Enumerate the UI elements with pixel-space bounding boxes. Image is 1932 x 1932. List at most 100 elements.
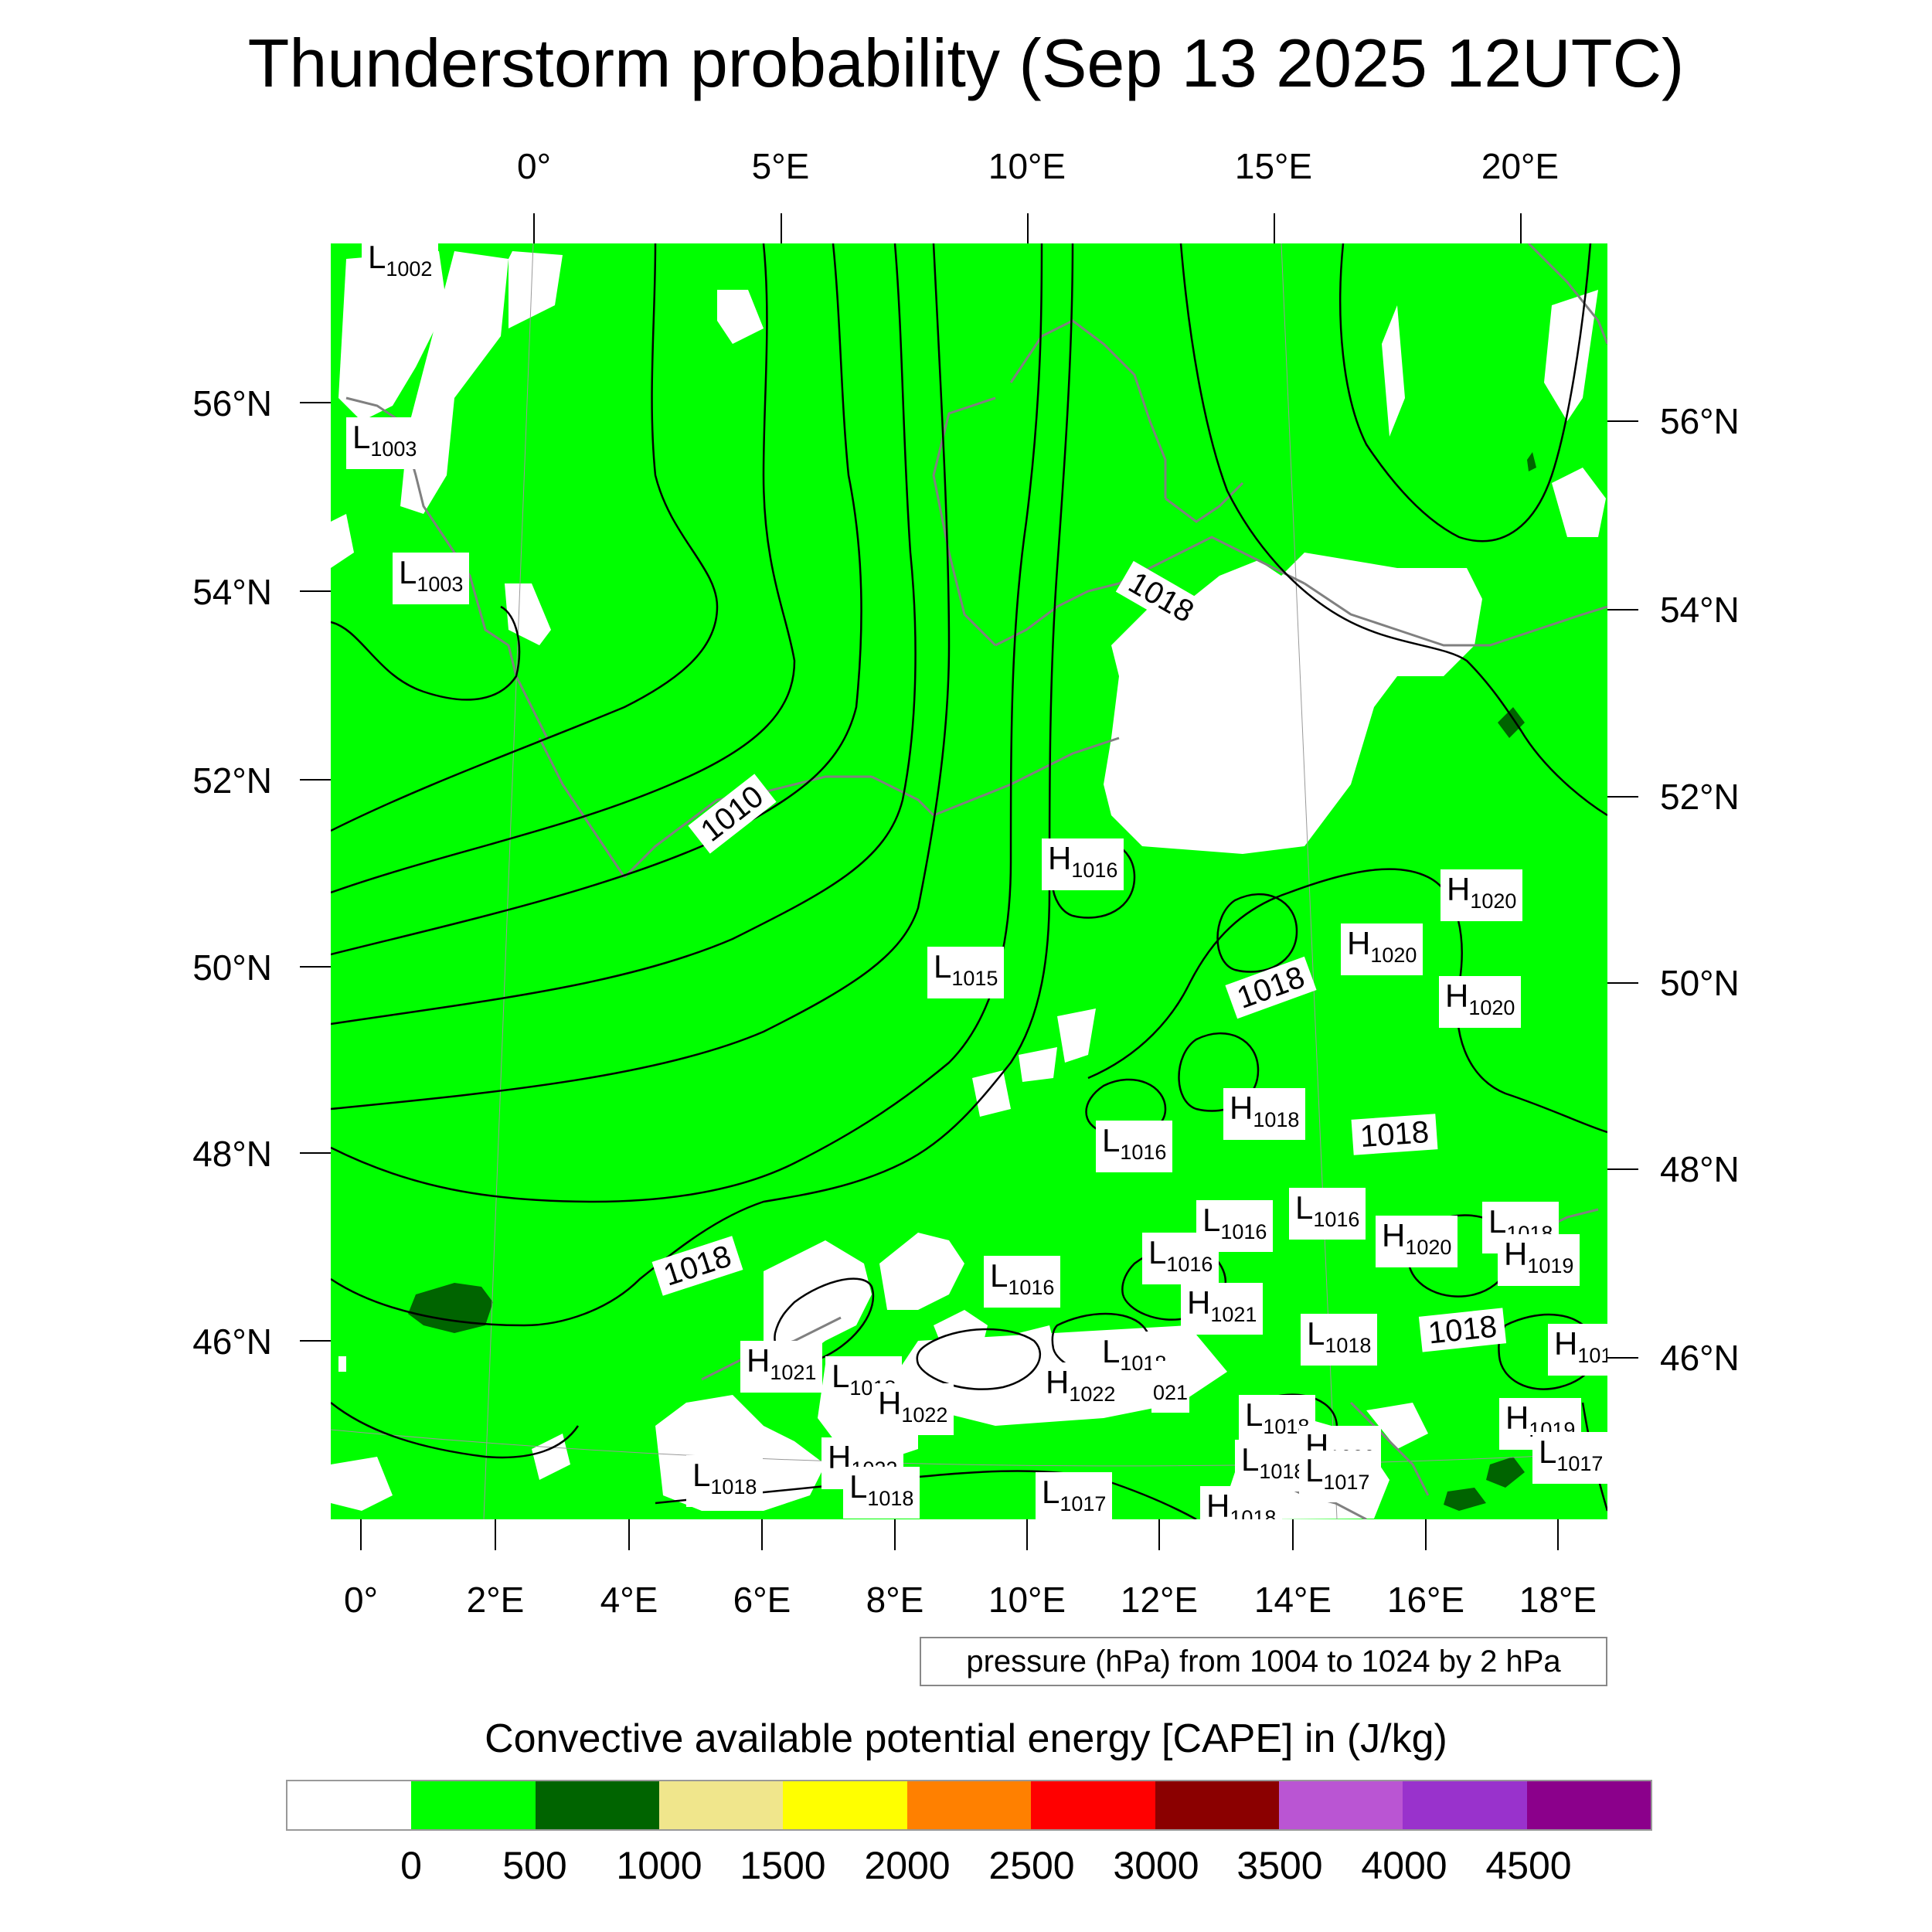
axis-tick bbox=[1607, 982, 1638, 984]
pressure-center-label: L1018 bbox=[1235, 1440, 1312, 1492]
cape-500-1000-areas bbox=[408, 452, 1536, 1511]
pressure-center-value: 1022 bbox=[901, 1403, 948, 1427]
pressure-center-value: 1016 bbox=[1120, 1141, 1167, 1164]
colorbar bbox=[286, 1780, 1652, 1831]
pressure-center-type: H bbox=[747, 1342, 770, 1379]
colorbar-label: 3000 bbox=[1113, 1844, 1199, 1887]
pressure-center-value: 1003 bbox=[417, 573, 464, 596]
pressure-center-value: 1021 bbox=[770, 1361, 817, 1384]
pressure-center-value: 1015 bbox=[951, 967, 998, 990]
axis-tick bbox=[300, 779, 331, 781]
pressure-center-type: L bbox=[1539, 1434, 1557, 1470]
pressure-center-type: L bbox=[1295, 1189, 1314, 1226]
pressure-center-label: H1020 bbox=[1376, 1216, 1458, 1267]
axis-tick bbox=[1607, 1357, 1638, 1359]
axis-tick bbox=[1026, 1519, 1028, 1550]
colorbar-segment bbox=[1031, 1781, 1155, 1829]
isobar-label: 1018 bbox=[1351, 1114, 1438, 1155]
axis-tick bbox=[781, 213, 782, 244]
top-lon-label: 0° bbox=[517, 146, 551, 186]
pressure-center-label: H1021 bbox=[740, 1341, 823, 1393]
colorbar-label: 4000 bbox=[1361, 1844, 1447, 1887]
pressure-center-value: 1020 bbox=[1405, 1236, 1452, 1259]
pressure-center-label: H1022 bbox=[1039, 1362, 1122, 1414]
top-lon-label: 20°E bbox=[1481, 146, 1560, 186]
pressure-center-label: H1022 bbox=[872, 1383, 954, 1435]
pressure-center-value: 1017 bbox=[1323, 1471, 1370, 1494]
colorbar-label: 1000 bbox=[616, 1844, 702, 1887]
cape-zero-areas bbox=[331, 251, 1606, 1519]
pressure-center-label: L1016 bbox=[984, 1256, 1061, 1308]
colorbar-title: Convective available potential energy [C… bbox=[485, 1716, 1447, 1761]
map-panel[interactable]: L1002 L1003 L1003 H1016 L1015 H1020 H102… bbox=[331, 243, 1607, 1519]
axis-tick bbox=[300, 1340, 331, 1342]
colorbar-segment bbox=[535, 1781, 660, 1829]
pressure-center-label: L1018 bbox=[1301, 1314, 1378, 1366]
pressure-center-label: H1020 bbox=[1439, 976, 1522, 1028]
pressure-center-value: 1020 bbox=[1370, 944, 1417, 967]
pressure-center-type: H bbox=[1554, 1325, 1578, 1362]
bottom-lon-label: 4°E bbox=[600, 1580, 658, 1620]
pressure-center-type: L bbox=[990, 1257, 1009, 1294]
pressure-center-value: 1017 bbox=[1556, 1452, 1604, 1475]
colorbar-segment bbox=[1155, 1781, 1279, 1829]
pressure-center-type: L bbox=[849, 1468, 868, 1505]
axis-tick bbox=[1557, 1519, 1559, 1550]
axis-tick bbox=[628, 1519, 630, 1550]
pressure-center-type: L bbox=[1148, 1234, 1167, 1270]
pressure-center-value: 1018 bbox=[1230, 1506, 1277, 1519]
pressure-center-label: L1016 bbox=[1289, 1188, 1366, 1240]
pressure-center-label: L1018 bbox=[686, 1455, 764, 1507]
pressure-center-label: L1016 bbox=[1096, 1121, 1173, 1172]
pressure-center-label: H1019 bbox=[1498, 1234, 1580, 1286]
top-lon-label: 10°E bbox=[988, 146, 1066, 186]
axis-tick bbox=[1292, 1519, 1294, 1550]
pressure-center-label: 021 bbox=[1151, 1361, 1190, 1413]
colorbar-label: 2000 bbox=[864, 1844, 951, 1887]
axis-tick bbox=[1607, 1168, 1638, 1170]
pressure-center-type: L bbox=[692, 1457, 711, 1493]
pressure-center-type: L bbox=[1488, 1203, 1507, 1240]
pressure-center-value: 1016 bbox=[1071, 859, 1118, 882]
right-lat-label: 54°N bbox=[1660, 590, 1740, 630]
bottom-lon-label: 0° bbox=[344, 1580, 378, 1620]
right-lat-label: 50°N bbox=[1660, 963, 1740, 1003]
axis-tick bbox=[1607, 420, 1638, 422]
pressure-center-label: L1003 bbox=[346, 417, 423, 469]
pressure-center-value: 1020 bbox=[1468, 996, 1515, 1019]
pressure-center-value: 1016 bbox=[1166, 1253, 1213, 1276]
pressure-center-value: 1018 bbox=[867, 1487, 914, 1510]
pressure-center-value: 1003 bbox=[370, 437, 417, 461]
pressure-center-type: L bbox=[1241, 1441, 1260, 1478]
pressure-center-value: 1018 bbox=[1253, 1108, 1300, 1131]
pressure-center-value: 1019 bbox=[1527, 1254, 1574, 1277]
pressure-center-type: L bbox=[1305, 1452, 1324, 1488]
pressure-center-label: L1015 bbox=[927, 947, 1005, 998]
pressure-center-type: H bbox=[878, 1385, 902, 1421]
axis-tick bbox=[495, 1519, 496, 1550]
pressure-center-label: H101 bbox=[1548, 1324, 1607, 1376]
pressure-center-label: L1018 bbox=[825, 1356, 903, 1408]
pressure-center-value: 1016 bbox=[1220, 1220, 1267, 1243]
pressure-center-type: L bbox=[1102, 1122, 1121, 1158]
right-lat-label: 46°N bbox=[1660, 1338, 1740, 1378]
pressure-center-label: H1018 bbox=[1200, 1486, 1283, 1519]
axis-tick bbox=[300, 590, 331, 592]
bottom-lon-label: 10°E bbox=[988, 1580, 1066, 1620]
pressure-center-value: 1018 bbox=[1325, 1334, 1372, 1357]
map-title: Thunderstorm probability (Sep 13 2025 12… bbox=[247, 25, 1685, 101]
left-lat-label: 46°N bbox=[192, 1321, 272, 1362]
colorbar-label: 1500 bbox=[740, 1844, 826, 1887]
colorbar-segment bbox=[1526, 1781, 1651, 1829]
pressure-center-value: 021 bbox=[1153, 1381, 1189, 1404]
pressure-center-type: L bbox=[1042, 1474, 1060, 1510]
axis-tick bbox=[1607, 609, 1638, 611]
colorbar-label: 4500 bbox=[1485, 1844, 1572, 1887]
axis-tick bbox=[1425, 1519, 1427, 1550]
contour-info-box: pressure (hPa) from 1004 to 1024 by 2 hP… bbox=[920, 1637, 1607, 1686]
bottom-lon-label: 16°E bbox=[1386, 1580, 1465, 1620]
axis-tick bbox=[761, 1519, 763, 1550]
pressure-center-type: L bbox=[1245, 1396, 1264, 1433]
axis-tick bbox=[1027, 213, 1029, 244]
colorbar-segment bbox=[1403, 1781, 1527, 1829]
